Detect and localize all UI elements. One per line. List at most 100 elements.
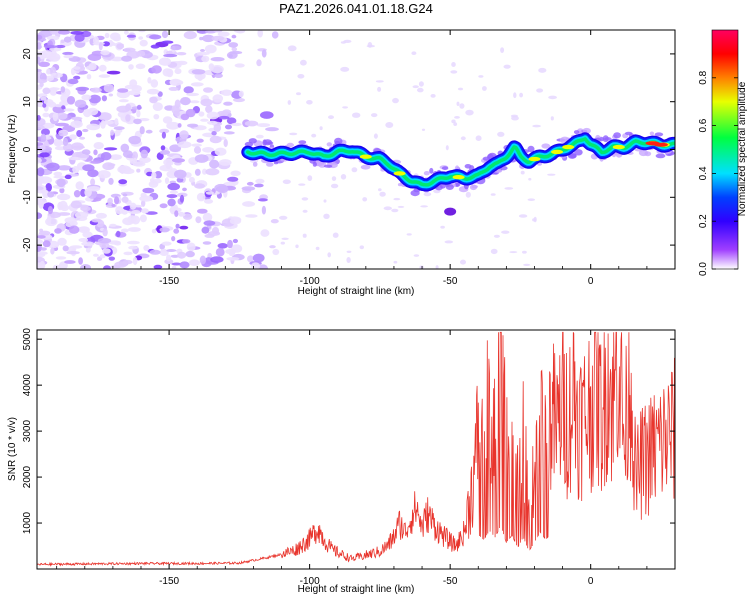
- noise-speckle: [221, 89, 233, 96]
- noise-speckle: [60, 39, 65, 44]
- noise-speckle: [117, 88, 129, 93]
- noise-speckle: [104, 147, 118, 151]
- ridge-halo-speckle: [569, 153, 577, 159]
- snr-axes: -150 -100 -50 0 1000 2000 3000 4000 5000: [22, 328, 676, 587]
- colorbar-gradient: [712, 30, 738, 269]
- snr-xtick-label: -150: [159, 576, 179, 587]
- noise-speckle: [139, 214, 147, 223]
- noise-speckle: [161, 30, 169, 39]
- noise-speckle: [536, 88, 544, 93]
- noise-speckle: [188, 176, 195, 183]
- noise-speckle: [107, 197, 113, 205]
- noise-speckle: [163, 158, 174, 167]
- noise-speckle: [174, 169, 187, 179]
- noise-speckle: [226, 51, 238, 59]
- noise-speckle: [139, 195, 154, 202]
- noise-speckle: [213, 30, 223, 33]
- noise-speckle: [194, 183, 206, 189]
- noise-speckle: [191, 143, 202, 147]
- noise-speckle: [90, 178, 96, 187]
- noise-speckle: [90, 87, 102, 93]
- noise-speckle: [82, 231, 93, 238]
- noise-speckle: [413, 254, 420, 257]
- noise-speckle: [227, 239, 233, 249]
- noise-speckle: [219, 159, 232, 166]
- noise-speckle: [161, 131, 166, 139]
- noise-speckle: [362, 197, 368, 202]
- noise-speckle: [147, 77, 152, 84]
- noise-speckle: [287, 45, 297, 52]
- noise-speckle: [279, 215, 288, 220]
- noise-speckle: [331, 176, 337, 182]
- noise-speckle: [340, 174, 347, 180]
- noise-speckle: [229, 217, 242, 225]
- snr-ytick-label: 2000: [22, 466, 33, 489]
- noise-speckle: [183, 30, 197, 40]
- noise-speckle: [132, 256, 138, 266]
- noise-speckle: [346, 257, 351, 263]
- noise-speckle: [104, 32, 110, 39]
- noise-speckle: [177, 141, 192, 149]
- noise-speckle: [327, 252, 332, 258]
- noise-speckle: [201, 226, 210, 234]
- noise-speckle: [47, 206, 54, 215]
- noise-speckle: [406, 233, 412, 236]
- noise-speckle: [37, 212, 43, 220]
- noise-speckle: [103, 83, 115, 93]
- noise-speckle: [38, 199, 44, 209]
- noise-speckle: [61, 105, 66, 110]
- noise-speckle: [186, 242, 196, 252]
- noise-speckle: [159, 227, 170, 233]
- noise-speckle: [70, 200, 82, 209]
- noise-speckle: [120, 143, 130, 153]
- noise-speckle: [138, 30, 146, 33]
- noise-speckle: [42, 112, 50, 118]
- colorbar-tick-label: 0.6: [698, 118, 709, 132]
- snr-ytick-label: 1000: [22, 511, 33, 534]
- noise-speckle: [209, 135, 222, 144]
- noise-speckle: [82, 128, 89, 133]
- ridge-halo-speckle: [573, 130, 580, 135]
- noise-speckle: [132, 157, 138, 164]
- noise-speckle: [185, 250, 195, 258]
- noise-speckle: [95, 212, 107, 219]
- noise-speckle: [397, 205, 405, 208]
- noise-speckle: [160, 145, 166, 151]
- noise-speckle: [201, 55, 210, 63]
- ridge-hotspot: [452, 175, 465, 180]
- noise-speckle: [82, 164, 95, 172]
- noise-speckle: [127, 90, 141, 96]
- noise-speckle: [230, 170, 241, 177]
- noise-speckle: [206, 111, 220, 120]
- snr-xtick-label: -50: [443, 576, 458, 587]
- noise-speckle: [238, 90, 244, 98]
- snr-ytick-label: 5000: [22, 328, 33, 351]
- noise-speckle: [93, 253, 99, 257]
- noise-speckle: [151, 65, 162, 74]
- noise-speckle: [55, 44, 66, 49]
- noise-speckle: [126, 240, 140, 245]
- spectrogram-ytick-label: -10: [22, 190, 33, 205]
- spectrogram-ytick-label: 10: [22, 96, 33, 108]
- noise-speckle: [68, 156, 82, 161]
- noise-speckle: [103, 265, 111, 269]
- ridge-halo-speckle: [624, 131, 633, 136]
- snr-xtick-label: -100: [300, 576, 320, 587]
- noise-speckle: [108, 93, 114, 97]
- noise-speckle: [457, 87, 464, 91]
- noise-speckle: [49, 47, 62, 52]
- noise-speckle: [101, 120, 114, 125]
- noise-speckle: [204, 233, 215, 238]
- ridge-halo-speckle: [252, 161, 258, 167]
- noise-speckle: [215, 247, 225, 257]
- ridge-halo-speckle: [266, 162, 274, 167]
- noise-speckle: [528, 177, 532, 181]
- noise-speckle: [47, 191, 55, 198]
- spectrogram-y-label: Frequency (Hz): [7, 115, 18, 184]
- noise-speckle: [501, 230, 510, 234]
- spectrogram-ytick-label: -20: [22, 237, 33, 252]
- noise-speckle: [202, 212, 213, 222]
- noise-speckle: [207, 120, 218, 125]
